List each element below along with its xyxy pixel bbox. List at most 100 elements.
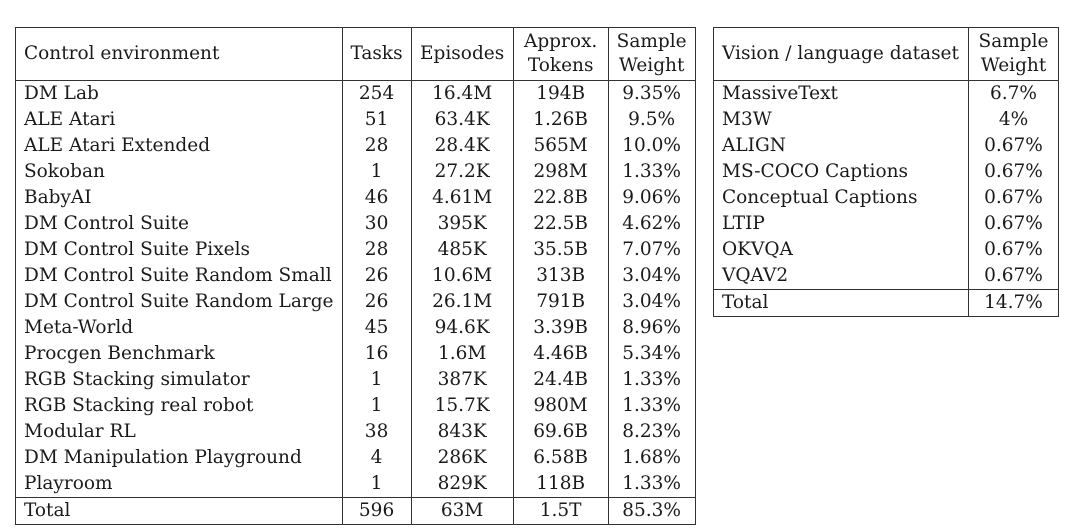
- cell-weight: 0.67%: [968, 159, 1059, 185]
- header-episodes: Episodes: [410, 27, 514, 81]
- table-row: Playroom 1 829K 118B 1.33%: [15, 471, 696, 498]
- table-row: BabyAI 46 4.61M 22.8B 9.06%: [15, 185, 696, 211]
- cell-tokens: 980M: [512, 393, 609, 419]
- cell-weight: 1.33%: [607, 367, 696, 393]
- table-row: DM Control Suite Random Large 26 26.1M 791B…: [15, 289, 696, 315]
- cell-name: RGB Stacking simulator: [15, 367, 343, 393]
- cell-weight: 0.67%: [968, 263, 1059, 290]
- cell-name: RGB Stacking real robot: [15, 393, 343, 419]
- cell-name: ALE Atari Extended: [15, 133, 343, 159]
- cell-weight: 0.67%: [968, 185, 1059, 211]
- table-row: M3W 4%: [713, 107, 1059, 133]
- table-header-row: Vision / language dataset Sample Weight: [713, 27, 1059, 81]
- cell-name: MS-COCO Captions: [713, 159, 969, 185]
- cell-episodes: 10.6M: [410, 263, 514, 289]
- cell-weight: 3.04%: [607, 289, 696, 315]
- cell-weight: 5.34%: [607, 341, 696, 367]
- header-tasks: Tasks: [341, 27, 412, 81]
- cell-tasks: 28: [341, 237, 412, 263]
- total-row: Total 596 63M 1.5T 85.3%: [15, 497, 696, 525]
- header-tokens: Approx. Tokens: [512, 27, 609, 81]
- cell-tasks: 1: [341, 393, 412, 419]
- cell-tokens: 1.26B: [512, 107, 609, 133]
- cell-tokens: 118B: [512, 471, 609, 498]
- vision-language-table: Vision / language dataset Sample Weight …: [713, 27, 1059, 317]
- header-weight: Sample Weight: [607, 27, 696, 81]
- header-tokens-line2: Tokens: [527, 55, 594, 76]
- cell-weight: 9.5%: [607, 107, 696, 133]
- cell-weight: 9.35%: [607, 80, 696, 107]
- total-episodes: 63M: [410, 497, 514, 525]
- cell-name: DM Control Suite Random Small: [15, 263, 343, 289]
- cell-episodes: 485K: [410, 237, 514, 263]
- cell-tasks: 28: [341, 133, 412, 159]
- cell-episodes: 63.4K: [410, 107, 514, 133]
- cell-tokens: 298M: [512, 159, 609, 185]
- total-label: Total: [713, 289, 969, 317]
- total-row: Total 14.7%: [713, 289, 1059, 317]
- cell-weight: 1.68%: [607, 445, 696, 471]
- cell-name: DM Lab: [15, 80, 343, 107]
- cell-name: ALE Atari: [15, 107, 343, 133]
- control-environment-table: Control environment Tasks Episodes Appro…: [15, 27, 696, 525]
- cell-episodes: 28.4K: [410, 133, 514, 159]
- table-row: MassiveText 6.7%: [713, 80, 1059, 107]
- header-weight-line1: Sample: [616, 31, 687, 52]
- cell-episodes: 387K: [410, 367, 514, 393]
- cell-tokens: 3.39B: [512, 315, 609, 341]
- table-row: DM Manipulation Playground 4 286K 6.58B 1.68…: [15, 445, 696, 471]
- cell-name: MassiveText: [713, 80, 969, 107]
- cell-name: BabyAI: [15, 185, 343, 211]
- cell-tasks: 26: [341, 289, 412, 315]
- header-weight: Sample Weight: [968, 27, 1059, 81]
- header-weight-line1: Sample: [978, 31, 1049, 52]
- cell-tokens: 22.8B: [512, 185, 609, 211]
- cell-tasks: 254: [341, 80, 412, 107]
- cell-episodes: 395K: [410, 211, 514, 237]
- table-row: DM Control Suite 30 395K 22.5B 4.62%: [15, 211, 696, 237]
- cell-tokens: 24.4B: [512, 367, 609, 393]
- cell-name: DM Control Suite: [15, 211, 343, 237]
- cell-name: OKVQA: [713, 237, 969, 263]
- cell-tasks: 1: [341, 367, 412, 393]
- cell-name: Meta-World: [15, 315, 343, 341]
- cell-weight: 1.33%: [607, 471, 696, 498]
- table-row: RGB Stacking simulator 1 387K 24.4B 1.33%: [15, 367, 696, 393]
- cell-name: Modular RL: [15, 419, 343, 445]
- cell-name: DM Manipulation Playground: [15, 445, 343, 471]
- cell-tasks: 1: [341, 471, 412, 498]
- header-dataset: Vision / language dataset: [713, 27, 969, 81]
- table-row: Meta-World 45 94.6K 3.39B 8.96%: [15, 315, 696, 341]
- table-row: MS-COCO Captions 0.67%: [713, 159, 1059, 185]
- cell-name: DM Control Suite Random Large: [15, 289, 343, 315]
- cell-weight: 4.62%: [607, 211, 696, 237]
- cell-name: Conceptual Captions: [713, 185, 969, 211]
- cell-name: DM Control Suite Pixels: [15, 237, 343, 263]
- cell-name: Playroom: [15, 471, 343, 498]
- cell-tasks: 45: [341, 315, 412, 341]
- header-weight-line2: Weight: [980, 55, 1047, 76]
- cell-tokens: 69.6B: [512, 419, 609, 445]
- cell-tasks: 26: [341, 263, 412, 289]
- table-row: DM Lab 254 16.4M 194B 9.35%: [15, 80, 696, 107]
- table-row: Modular RL 38 843K 69.6B 8.23%: [15, 419, 696, 445]
- header-environment: Control environment: [15, 27, 343, 81]
- cell-weight: 4%: [968, 107, 1059, 133]
- cell-tokens: 6.58B: [512, 445, 609, 471]
- cell-name: ALIGN: [713, 133, 969, 159]
- header-tokens-line1: Approx.: [523, 31, 598, 52]
- table-row: ALE Atari Extended 28 28.4K 565M 10.0%: [15, 133, 696, 159]
- table-row: Sokoban 1 27.2K 298M 1.33%: [15, 159, 696, 185]
- cell-weight: 1.33%: [607, 393, 696, 419]
- cell-tokens: 313B: [512, 263, 609, 289]
- cell-weight: 6.7%: [968, 80, 1059, 107]
- table-row: OKVQA 0.67%: [713, 237, 1059, 263]
- cell-episodes: 1.6M: [410, 341, 514, 367]
- cell-tokens: 35.5B: [512, 237, 609, 263]
- table-row: DM Control Suite Pixels 28 485K 35.5B 7.07%: [15, 237, 696, 263]
- cell-episodes: 843K: [410, 419, 514, 445]
- cell-weight: 0.67%: [968, 211, 1059, 237]
- total-weight: 85.3%: [607, 497, 696, 525]
- cell-tasks: 38: [341, 419, 412, 445]
- cell-weight: 3.04%: [607, 263, 696, 289]
